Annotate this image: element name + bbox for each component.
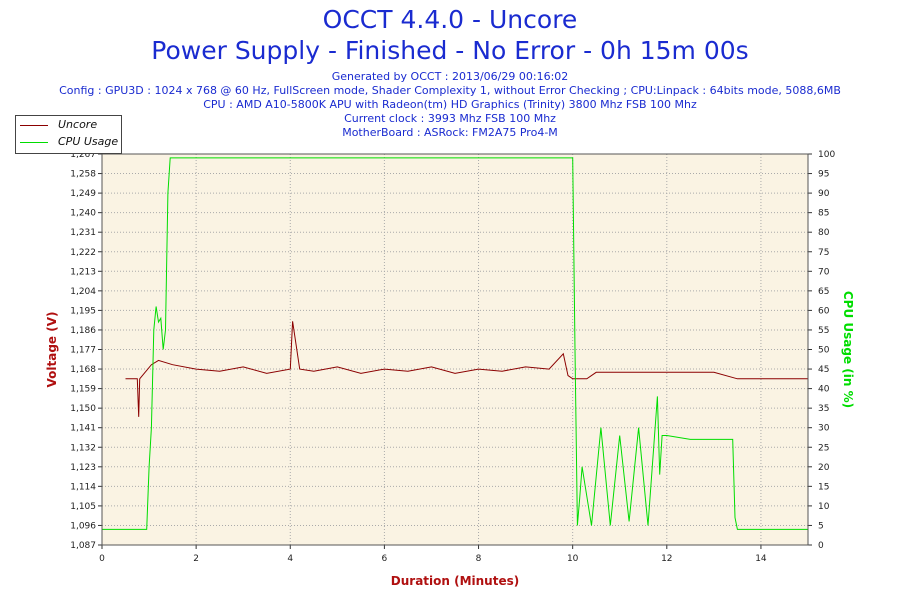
y2-tick-label: 70 (818, 267, 830, 277)
x-tick-label: 10 (567, 554, 579, 564)
y-tick-label: 1,249 (70, 189, 96, 199)
y2-tick-label: 25 (818, 443, 829, 453)
y-tick-label: 1,105 (70, 502, 96, 512)
y2-tick-label: 65 (818, 287, 829, 297)
y-tick-label: 1,195 (70, 306, 96, 316)
y-tick-label: 1,177 (70, 346, 96, 356)
legend-item-cpu: CPU Usage (20, 135, 120, 151)
y2-tick-label: 50 (818, 346, 830, 356)
y2-tick-label: 45 (818, 365, 829, 375)
y-tick-label: 1,213 (70, 267, 96, 277)
x-tick-label: 0 (99, 554, 105, 564)
x-tick-label: 6 (382, 554, 388, 564)
config-info: Config : GPU3D : 1024 x 768 @ 60 Hz, Ful… (59, 84, 841, 97)
legend-item-uncore: Uncore (20, 118, 120, 134)
y2-tick-label: 75 (818, 248, 829, 258)
y2-tick-label: 85 (818, 209, 829, 219)
y-axis-title: Voltage (V) (45, 312, 59, 388)
y2-tick-label: 90 (818, 189, 830, 199)
y-tick-label: 1,114 (70, 482, 96, 492)
generated-info: Generated by OCCT : 2013/06/29 00:16:02 (331, 70, 569, 83)
legend-label-uncore: Uncore (58, 118, 98, 131)
y-tick-label: 1,087 (70, 541, 96, 551)
y2-tick-label: 30 (818, 424, 830, 434)
legend-swatch-uncore (20, 125, 48, 126)
y2-tick-label: 100 (818, 150, 835, 160)
x-tick-label: 8 (476, 554, 482, 564)
y2-tick-label: 80 (818, 228, 830, 238)
y-tick-label: 1,150 (70, 404, 96, 414)
x-tick-label: 12 (661, 554, 672, 564)
y-tick-label: 1,240 (70, 209, 96, 219)
y-tick-label: 1,267 (70, 150, 96, 160)
y2-tick-label: 35 (818, 404, 829, 414)
y-tick-label: 1,204 (70, 287, 96, 297)
x-axis-title: Duration (Minutes) (391, 574, 519, 588)
y-tick-label: 1,141 (70, 424, 96, 434)
motherboard-info: MotherBoard : ASRock: FM2A75 Pro4-M (342, 126, 558, 139)
legend-label-cpu: CPU Usage (58, 135, 119, 148)
y2-tick-label: 15 (818, 482, 829, 492)
y2-tick-label: 60 (818, 306, 830, 316)
series-line-uncore (125, 321, 808, 417)
y-tick-label: 1,123 (70, 463, 96, 473)
y-tick-label: 1,231 (70, 228, 96, 238)
x-tick-label: 14 (755, 554, 767, 564)
y-tick-label: 1,132 (70, 443, 96, 453)
plot-frame (101, 153, 809, 546)
y2-tick-label: 20 (818, 463, 830, 473)
cpu-info: CPU : AMD A10-5800K APU with Radeon(tm) … (203, 98, 697, 111)
y-tick-label: 1,159 (70, 385, 96, 395)
y2-tick-label: 0 (818, 541, 824, 551)
y-tick-label: 1,258 (70, 170, 96, 180)
y2-tick-label: 5 (818, 521, 824, 531)
y-tick-label: 1,222 (70, 248, 96, 258)
y-tick-label: 1,096 (70, 521, 96, 531)
legend: Uncore CPU Usage (15, 115, 122, 154)
y2-tick-label: 55 (818, 326, 829, 336)
y2-tick-label: 95 (818, 170, 829, 180)
y2-axis-title: CPU Usage (in %) (841, 291, 855, 408)
x-tick-label: 2 (193, 554, 199, 564)
y2-tick-label: 10 (818, 502, 830, 512)
clock-info: Current clock : 3993 Mhz FSB 100 Mhz (344, 112, 556, 125)
y-tick-label: 1,168 (70, 365, 96, 375)
x-tick-label: 4 (287, 554, 293, 564)
legend-swatch-cpu (20, 142, 48, 143)
chart-subtitle: Power Supply - Finished - No Error - 0h … (151, 36, 749, 65)
y2-tick-label: 40 (818, 385, 830, 395)
y-tick-label: 1,186 (70, 326, 96, 336)
series-line-cpu-usage (102, 157, 808, 530)
chart-title: OCCT 4.4.0 - Uncore (322, 5, 578, 34)
